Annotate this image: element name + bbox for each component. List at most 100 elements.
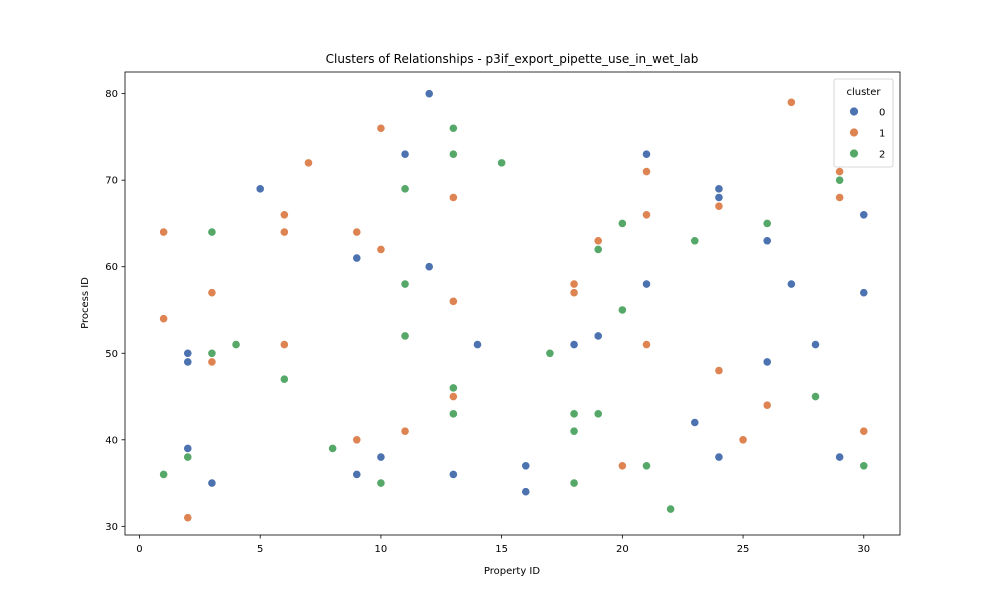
y-tick-label: 80	[105, 89, 118, 100]
y-axis-label: Process ID	[80, 277, 91, 329]
point-cluster-0-29	[859, 288, 869, 298]
x-tick-label: 20	[616, 544, 629, 555]
point-cluster-1-29	[835, 166, 845, 177]
point-cluster-0-14	[521, 487, 531, 497]
point-cluster-1-3	[207, 288, 217, 298]
point-cluster-0-9	[424, 89, 434, 99]
point-cluster-0-7	[376, 452, 386, 462]
legend: cluster 0 1 2	[833, 78, 894, 168]
legend-label-2: 2	[879, 150, 885, 161]
point-cluster-2-5	[279, 374, 289, 384]
point-cluster-2-18	[569, 426, 579, 436]
point-cluster-2-25	[666, 504, 676, 514]
y-tick-label: 70	[105, 176, 118, 187]
point-cluster-1-15	[448, 296, 458, 306]
point-cluster-1-18	[569, 288, 579, 298]
point-cluster-0-18	[641, 279, 652, 289]
point-cluster-2-23	[617, 305, 627, 315]
point-cluster-0-20	[714, 184, 724, 194]
x-tick-label: 0	[136, 544, 142, 555]
point-cluster-2-7	[376, 478, 386, 488]
point-cluster-2-8	[400, 184, 410, 194]
point-cluster-2-17	[569, 409, 579, 419]
plot-area	[124, 71, 901, 536]
point-cluster-2-2	[207, 227, 217, 237]
point-cluster-0-19	[690, 417, 700, 428]
legend-box	[833, 78, 894, 168]
x-tick-label: 30	[857, 544, 870, 555]
chart-title: Clusters of Relationships - p3if_export_…	[326, 52, 699, 66]
point-cluster-2-16	[545, 348, 555, 358]
point-cluster-0-5	[352, 253, 362, 263]
point-cluster-1-2	[183, 513, 193, 523]
legend-label-0: 0	[879, 108, 885, 119]
point-cluster-2-19	[569, 478, 579, 488]
y-axis: 30 40 50 60 70 80	[105, 89, 125, 533]
point-cluster-2-30	[859, 461, 869, 471]
point-cluster-2-22	[617, 218, 627, 229]
point-cluster-1-31	[859, 426, 869, 436]
point-cluster-2-3	[207, 348, 217, 358]
point-cluster-2-24	[641, 461, 652, 471]
y-tick-label: 50	[105, 349, 118, 360]
point-cluster-1-22	[641, 210, 652, 220]
point-cluster-2-29	[835, 175, 845, 185]
point-cluster-2-4	[231, 340, 241, 350]
point-cluster-2-20	[593, 244, 603, 255]
point-cluster-2-6	[328, 443, 338, 454]
point-cluster-0-22	[714, 452, 724, 462]
x-axis: 0 5 10 15 20 25 30	[136, 535, 870, 555]
point-cluster-1-17	[569, 279, 579, 289]
point-cluster-0-27	[835, 452, 845, 462]
x-tick-label: 25	[737, 544, 750, 555]
point-cluster-2-13	[448, 383, 458, 393]
point-cluster-1-30	[835, 192, 845, 203]
point-cluster-1-20	[617, 461, 627, 471]
point-cluster-1-5	[279, 210, 289, 220]
point-cluster-2-12	[448, 149, 458, 159]
point-cluster-2-11	[448, 123, 458, 133]
point-cluster-0-26	[810, 340, 821, 350]
point-cluster-2-0	[159, 469, 169, 480]
point-cluster-1-27	[762, 400, 772, 410]
point-cluster-1-13	[400, 426, 410, 436]
point-cluster-0-25	[786, 279, 796, 289]
point-cluster-2-10	[400, 331, 410, 341]
legend-title: cluster	[846, 87, 881, 98]
y-tick-label: 40	[105, 435, 118, 446]
legend-marker-0	[849, 106, 859, 117]
point-cluster-0-23	[762, 236, 772, 246]
point-cluster-0-10	[424, 262, 434, 272]
point-cluster-0-17	[641, 149, 652, 159]
point-cluster-1-4	[207, 357, 217, 367]
point-cluster-0-3	[207, 478, 217, 488]
point-cluster-2-14	[448, 409, 458, 419]
point-cluster-0-11	[448, 469, 458, 480]
point-cluster-0-16	[593, 331, 603, 341]
point-cluster-1-6	[279, 227, 289, 237]
point-cluster-2-1	[183, 452, 193, 462]
point-cluster-0-13	[521, 461, 531, 471]
point-cluster-1-19	[593, 236, 603, 246]
point-cluster-1-9	[352, 227, 362, 237]
point-cluster-1-25	[714, 365, 724, 376]
legend-marker-2	[849, 148, 859, 159]
point-cluster-0-6	[352, 469, 362, 480]
point-cluster-0-4	[255, 184, 265, 194]
plot-frame	[124, 71, 901, 536]
point-cluster-1-14	[448, 192, 458, 203]
point-cluster-0-21	[714, 192, 724, 203]
point-cluster-1-10	[352, 435, 362, 445]
point-cluster-2-21	[593, 409, 603, 419]
point-cluster-0-0	[183, 348, 193, 358]
x-axis-label: Property ID	[484, 566, 540, 577]
legend-marker-1	[849, 127, 859, 138]
point-cluster-0-1	[183, 357, 193, 367]
point-cluster-2-15	[497, 158, 507, 168]
point-cluster-1-23	[641, 340, 652, 350]
x-tick-label: 15	[495, 544, 508, 555]
x-tick-label: 10	[375, 544, 388, 555]
point-cluster-2-26	[690, 236, 700, 246]
point-cluster-0-12	[472, 340, 483, 350]
